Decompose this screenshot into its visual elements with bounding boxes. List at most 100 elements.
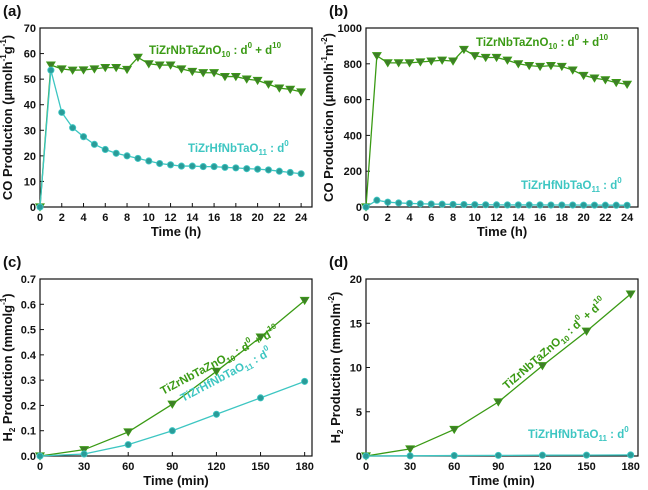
series-tizrhfnbtaO11 (362, 196, 631, 211)
data-point (373, 196, 381, 204)
data-point (427, 200, 435, 208)
y-axis-label: CO Production (μmolh-1m-2) (320, 33, 336, 202)
data-point (58, 108, 66, 116)
x-tick-label: 8 (450, 212, 456, 224)
series-annotation: TiZrNbTaZnO10 : d0 + d10 (498, 293, 610, 394)
data-point (210, 163, 218, 171)
data-point (578, 71, 589, 81)
y-tick-label: 400 (344, 130, 362, 142)
x-tick-label: 16 (208, 212, 220, 224)
data-point (243, 165, 251, 173)
x-tick-label: 180 (621, 461, 639, 473)
data-point (100, 64, 111, 73)
data-point (601, 201, 609, 209)
data-point (230, 72, 241, 82)
data-point (156, 159, 164, 168)
series-tizrhfnbtaO11 (36, 377, 309, 460)
data-point (458, 45, 469, 55)
data-point (90, 140, 98, 148)
data-point (275, 167, 283, 175)
x-tick-label: 2 (59, 212, 65, 224)
data-point (101, 145, 109, 154)
data-point (493, 398, 504, 407)
data-point (89, 65, 100, 74)
x-tick-label: 60 (122, 461, 134, 473)
data-point (494, 451, 502, 459)
data-point (47, 66, 55, 74)
data-point (622, 80, 633, 90)
data-point (371, 52, 382, 61)
data-point (569, 201, 577, 209)
panel-label: (a) (3, 3, 21, 20)
data-point (123, 152, 131, 160)
data-point (525, 201, 533, 209)
data-point (123, 428, 134, 437)
data-point (199, 163, 207, 171)
data-point (558, 201, 566, 209)
series-annotation: TiZrNbTaZnO10 : d0 + d10 (149, 41, 282, 59)
y-axis-label: CO Production (μmolh-1g-1) (0, 35, 15, 200)
y-tick-label: 10 (24, 176, 36, 188)
data-point (538, 451, 546, 459)
data-point (301, 377, 309, 385)
plot-frame (39, 278, 313, 457)
data-point (132, 53, 143, 63)
data-point (405, 199, 414, 207)
x-tick-label: 90 (166, 461, 178, 473)
x-tick-label: 20 (577, 212, 589, 224)
data-point (545, 61, 556, 71)
data-point (460, 200, 468, 209)
series-tizrnbtaznO10 (361, 45, 633, 212)
data-point (209, 69, 220, 78)
data-point (255, 333, 266, 342)
data-point (582, 451, 591, 459)
data-point (176, 65, 187, 74)
data-point (627, 451, 635, 459)
data-point (395, 199, 403, 207)
data-point (449, 200, 457, 208)
data-point (623, 201, 631, 209)
data-point (111, 64, 122, 73)
data-point (493, 201, 501, 209)
data-point (80, 450, 88, 458)
data-point (78, 66, 89, 75)
chart-panel-d: 0 30 60 90 120 150 180 0 5 10 15 20(d) Time (min) H2 … (327, 254, 640, 488)
data-point (450, 452, 458, 460)
y-tick-label: 15 (350, 318, 362, 330)
y-tick-label: 20 (24, 151, 36, 163)
data-point (143, 60, 154, 69)
data-point (590, 201, 599, 209)
data-point (177, 162, 185, 170)
y-tick-label: 20 (350, 274, 362, 286)
data-point (36, 203, 44, 211)
y-tick-label: 0.0 (21, 451, 36, 463)
series-annotation: TiZrNbTaZnO10 : d0 + d10 (476, 33, 609, 51)
series-tizrhfnbtaO11 (36, 66, 305, 211)
data-point (405, 445, 416, 454)
data-point (167, 161, 175, 169)
x-tick-label: 0 (37, 461, 43, 473)
data-point (382, 59, 393, 68)
data-point (221, 163, 229, 171)
series-line (39, 56, 302, 208)
data-point (297, 170, 305, 178)
data-point (611, 78, 622, 88)
data-point (524, 61, 535, 71)
data-point (124, 441, 132, 449)
data-point (168, 427, 176, 435)
data-point (471, 201, 479, 209)
data-point (406, 452, 414, 460)
data-point (438, 200, 446, 208)
data-point (67, 66, 78, 75)
data-point (404, 59, 415, 68)
x-axis-label: Time (min) (143, 473, 209, 488)
y-tick-label: 0 (30, 202, 36, 214)
data-point (263, 80, 274, 89)
y-tick-label: 0.5 (21, 325, 36, 337)
y-tick-label: 0.4 (21, 350, 37, 362)
data-point (567, 66, 578, 75)
x-tick-label: 10 (143, 212, 155, 224)
data-point (589, 74, 600, 83)
y-tick-label: 600 (344, 95, 362, 107)
data-point (296, 88, 307, 97)
